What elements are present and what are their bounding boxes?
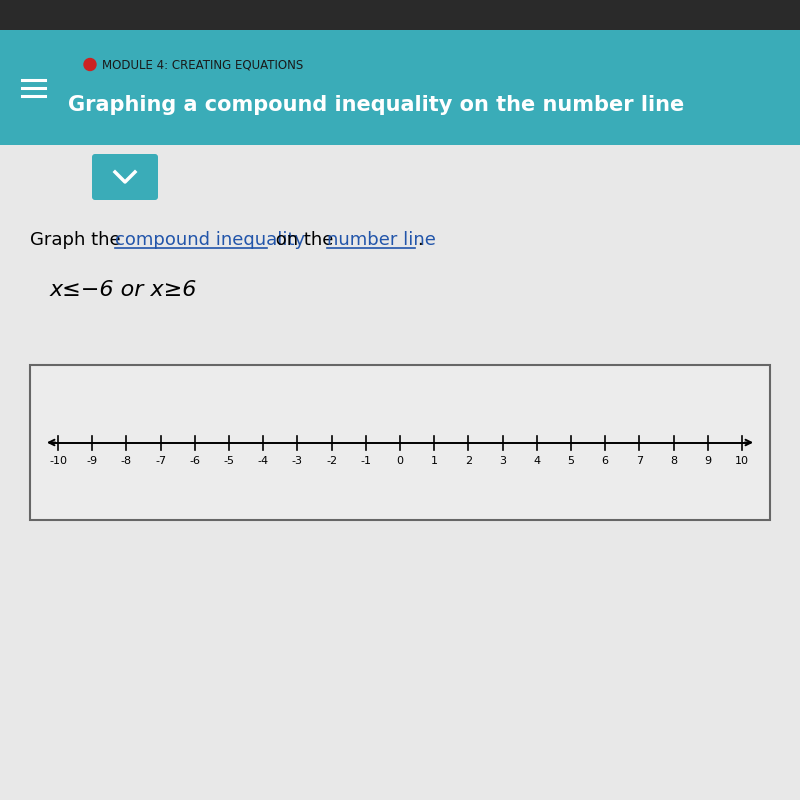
- Text: 8: 8: [670, 457, 677, 466]
- Text: Graph the: Graph the: [30, 231, 126, 249]
- Text: 5: 5: [567, 457, 574, 466]
- Text: -4: -4: [258, 457, 269, 466]
- FancyBboxPatch shape: [30, 365, 770, 520]
- Text: Graphing a compound inequality on the number line: Graphing a compound inequality on the nu…: [68, 94, 684, 114]
- FancyBboxPatch shape: [0, 30, 800, 145]
- Text: MODULE 4: CREATING EQUATIONS: MODULE 4: CREATING EQUATIONS: [102, 58, 303, 71]
- Text: on the: on the: [270, 231, 339, 249]
- Text: 3: 3: [499, 457, 506, 466]
- Text: 7: 7: [636, 457, 643, 466]
- Text: -2: -2: [326, 457, 337, 466]
- Text: 6: 6: [602, 457, 609, 466]
- Text: 0: 0: [397, 457, 403, 466]
- Text: 9: 9: [704, 457, 711, 466]
- Text: 1: 1: [430, 457, 438, 466]
- Text: -1: -1: [360, 457, 371, 466]
- Text: 4: 4: [534, 457, 540, 466]
- FancyBboxPatch shape: [0, 0, 800, 30]
- FancyBboxPatch shape: [0, 145, 800, 800]
- Text: 10: 10: [735, 457, 749, 466]
- Text: -5: -5: [223, 457, 234, 466]
- Text: compound inequality: compound inequality: [115, 231, 305, 249]
- Text: .: .: [417, 231, 422, 249]
- Circle shape: [84, 58, 96, 70]
- Text: -10: -10: [49, 457, 67, 466]
- Text: number line: number line: [327, 231, 436, 249]
- Text: x≤−6 or x≥6: x≤−6 or x≥6: [50, 280, 198, 300]
- Text: -6: -6: [190, 457, 200, 466]
- Text: -3: -3: [292, 457, 303, 466]
- FancyBboxPatch shape: [92, 154, 158, 200]
- Text: -8: -8: [121, 457, 132, 466]
- Text: 2: 2: [465, 457, 472, 466]
- Text: -7: -7: [155, 457, 166, 466]
- Text: -9: -9: [86, 457, 98, 466]
